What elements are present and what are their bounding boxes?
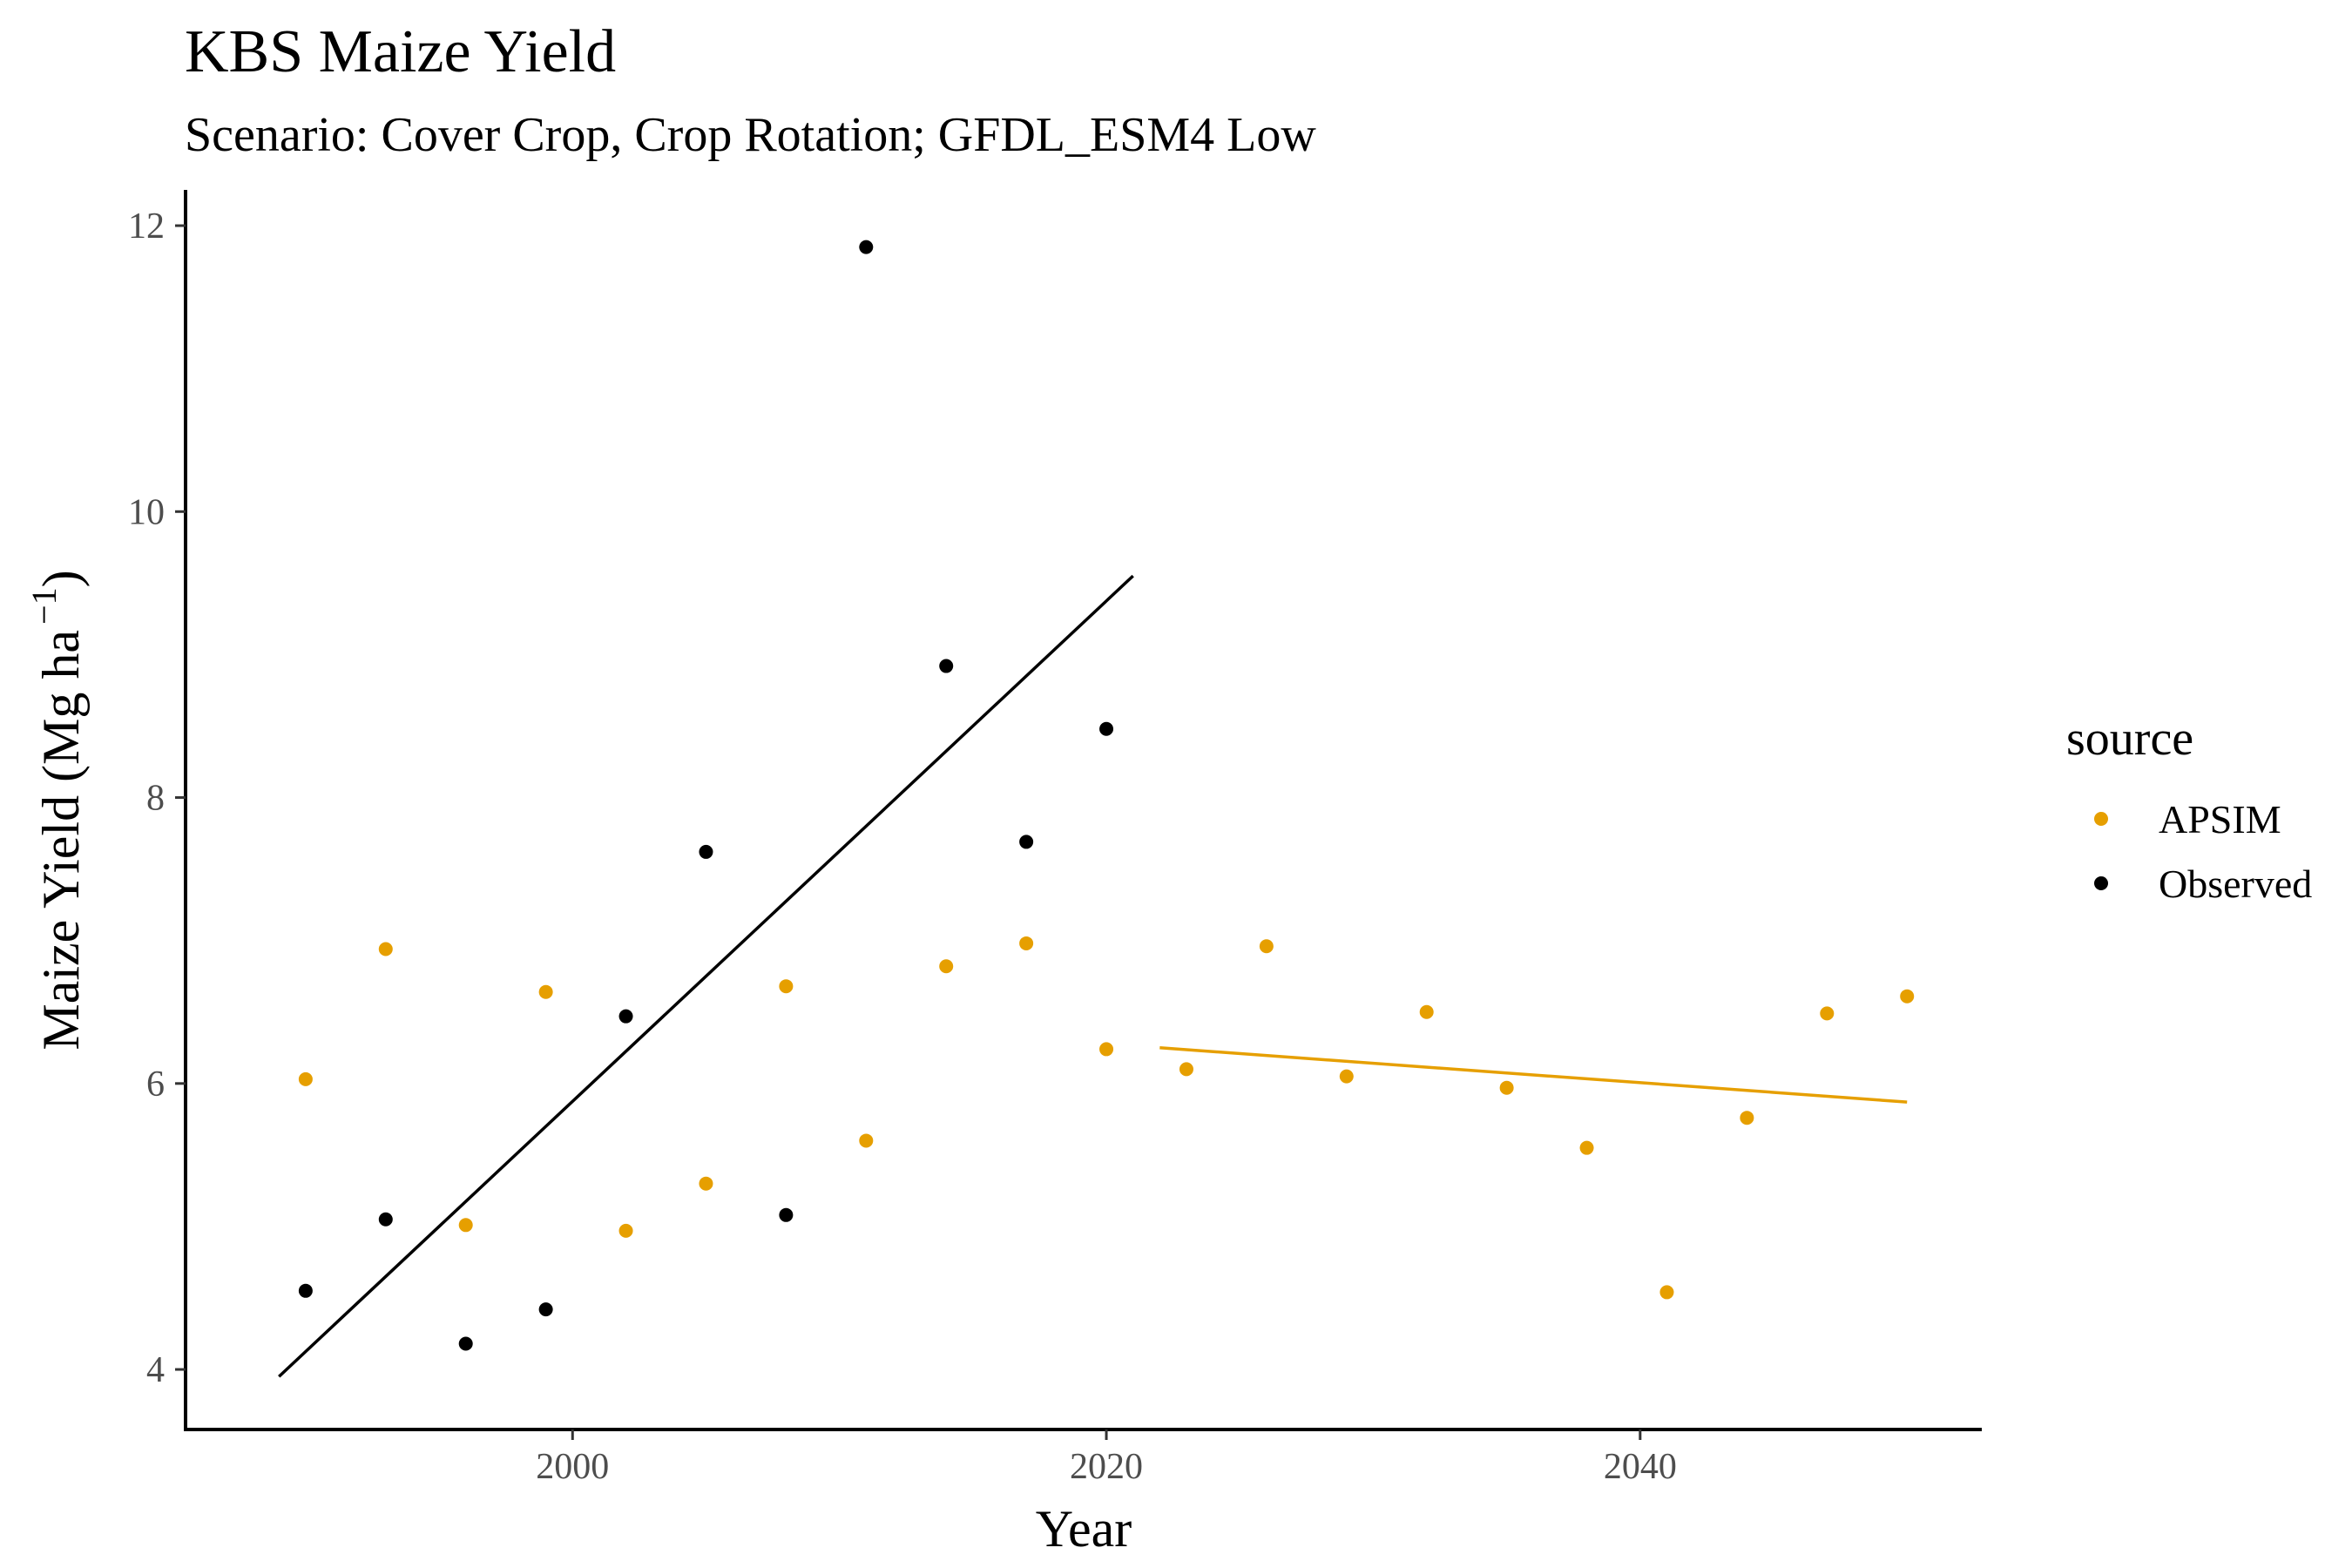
x-tick-label: 2040: [1604, 1447, 1677, 1487]
chart-subtitle: Scenario: Cover Crop, Crop Rotation; GFD…: [185, 108, 1316, 162]
observed-point: [378, 1212, 393, 1227]
chart-title: KBS Maize Yield: [185, 18, 616, 85]
legend-key-apsim: [2094, 812, 2108, 826]
apsim-point: [1900, 989, 1915, 1004]
observed-point: [779, 1207, 794, 1222]
legend-key-observed: [2094, 876, 2108, 890]
observed-point: [1019, 835, 1034, 849]
apsim-point: [1419, 1004, 1434, 1019]
legend-label-observed: Observed: [2159, 862, 2312, 906]
legend-title: source: [2066, 712, 2193, 766]
apsim-point: [378, 942, 393, 956]
apsim-point: [618, 1223, 633, 1238]
y-tick-label: 8: [146, 779, 165, 819]
apsim-point: [1499, 1080, 1514, 1095]
observed-point: [1099, 721, 1114, 736]
apsim-point: [939, 959, 954, 974]
observed-point: [939, 659, 954, 673]
y-axis-title-main: Maize Yield (Mg ha: [32, 630, 90, 1051]
legend-entries: APSIM Observed: [2094, 797, 2312, 906]
observed-point: [538, 1302, 553, 1317]
legend-label-apsim: APSIM: [2159, 797, 2281, 841]
apsim-point: [1740, 1111, 1754, 1125]
x-axis-title: Year: [1036, 1500, 1132, 1558]
data-points: [298, 240, 1915, 1351]
y-axis-title-superscript: −1: [24, 587, 64, 625]
observed-point: [458, 1336, 473, 1351]
apsim-point: [1339, 1069, 1354, 1084]
apsim-point: [458, 1218, 473, 1233]
apsim-point: [1259, 939, 1274, 954]
apsim-point: [1179, 1062, 1193, 1077]
apsim-point: [859, 1133, 874, 1148]
apsim-point: [1579, 1140, 1594, 1155]
trend-lines: [278, 574, 1908, 1378]
x-tick-label: 2020: [1070, 1447, 1143, 1487]
apsim-point: [298, 1071, 313, 1086]
observed-point: [298, 1283, 313, 1298]
x-axis-ticks: 2000 2020 2040: [536, 1429, 1677, 1487]
apsim-point: [538, 984, 553, 999]
observed-point: [859, 240, 874, 254]
apsim-trend-line: [1159, 1046, 1908, 1104]
apsim-point: [779, 979, 794, 994]
apsim-point: [1659, 1285, 1674, 1300]
y-tick-label: 10: [128, 492, 165, 532]
y-tick-label: 12: [128, 206, 165, 247]
y-tick-label: 4: [146, 1350, 165, 1390]
apsim-point: [1820, 1006, 1835, 1021]
y-axis-ticks: 4 6 8 10 12: [128, 206, 186, 1390]
observed-trend-line: [278, 574, 1134, 1378]
y-axis-title-close: ): [32, 570, 90, 587]
y-tick-label: 6: [146, 1064, 165, 1105]
observed-point: [618, 1009, 633, 1024]
apsim-point: [1099, 1042, 1114, 1057]
observed-point: [699, 844, 713, 859]
y-axis-title: Maize Yield (Mg ha −1): [24, 570, 90, 1050]
apsim-point: [1019, 936, 1034, 950]
apsim-point: [699, 1176, 713, 1191]
x-tick-label: 2000: [536, 1447, 609, 1487]
legend: source APSIM Observed: [2066, 712, 2312, 906]
